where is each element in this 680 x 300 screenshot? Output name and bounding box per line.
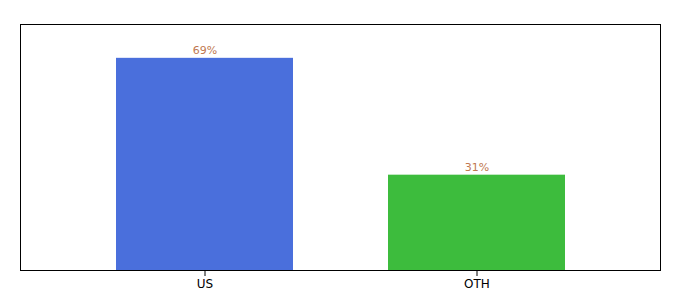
svg-text:US: US [197, 277, 213, 291]
svg-text:OTH: OTH [464, 277, 490, 291]
svg-text:69%: 69% [193, 44, 217, 57]
svg-text:31%: 31% [465, 161, 489, 174]
